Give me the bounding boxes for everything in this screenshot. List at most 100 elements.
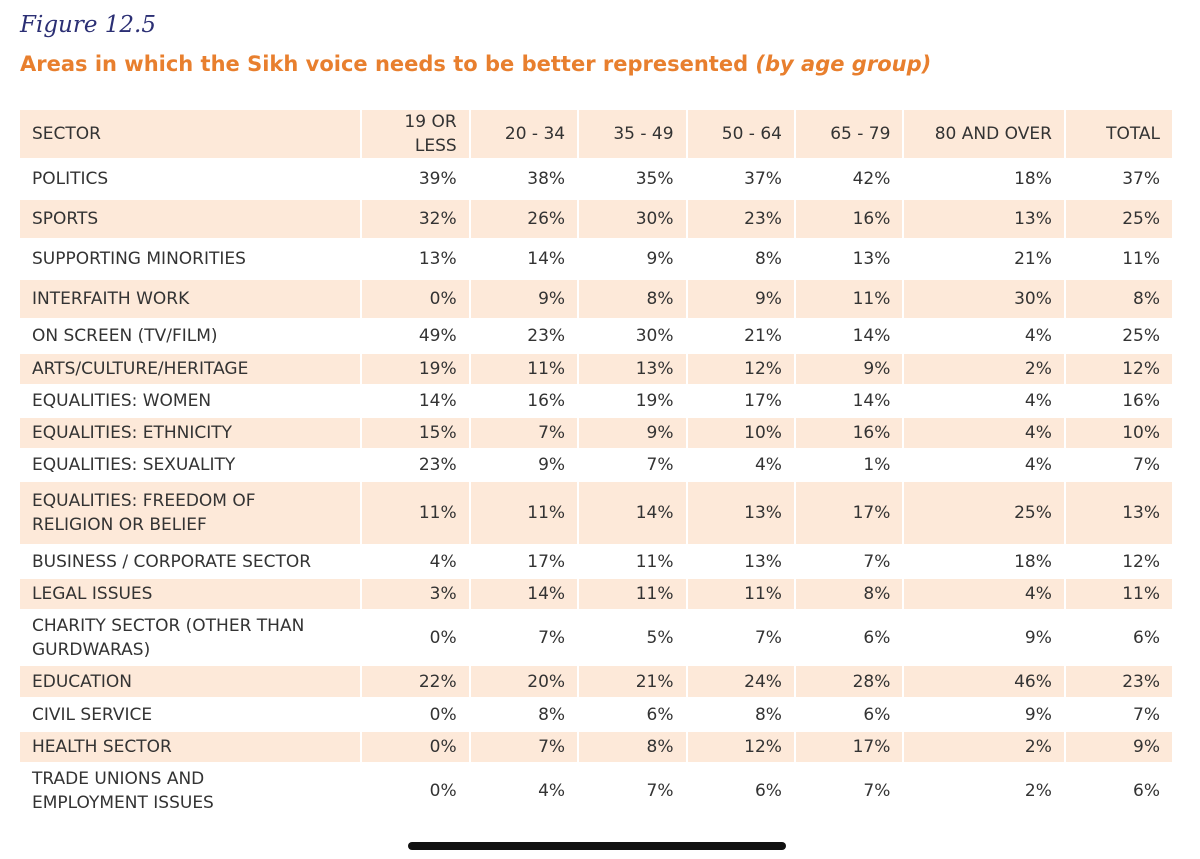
value-cell: 35% [579,160,688,200]
value-cell: 4% [904,418,1066,450]
value-cell: 4% [470,764,580,819]
value-cell: 11% [579,579,688,611]
value-cell: 13% [795,240,905,280]
table-row: CIVIL SERVICE 0% 8% 6% 8% 6% 9% 7% [20,699,1172,732]
value-cell: 21% [904,240,1066,280]
sector-label-line: TRADE UNIONS AND [32,768,205,789]
sector-cell: LEGAL ISSUES [20,579,363,611]
header-cell: 20 - 34 [470,110,580,160]
value-cell: 37% [687,160,796,200]
value-cell: 16% [470,386,580,418]
value-cell: 18% [904,546,1066,579]
value-cell: 2% [904,354,1066,386]
sector-cell: SPORTS [20,200,363,240]
value-cell: 8% [1065,280,1172,320]
value-cell: 9% [687,280,796,320]
value-cell: 23% [687,200,796,240]
figure-title-main: Areas in which the Sikh voice needs to b… [20,52,749,76]
value-cell: 16% [795,418,905,450]
value-cell: 37% [1065,160,1172,200]
value-cell: 6% [687,764,796,819]
value-cell: 11% [1065,240,1172,280]
value-cell: 8% [795,579,905,611]
value-cell: 4% [904,450,1066,482]
value-cell: 12% [1065,354,1172,386]
value-cell: 25% [1065,320,1172,354]
table-row: EQUALITIES: FREEDOM OF RELIGION OR BELIEF… [20,482,1172,546]
table-row: ARTS/CULTURE/HERITAGE 19% 11% 13% 12% 9% 2% 12% [20,354,1172,386]
value-cell: 17% [470,546,580,579]
table-row: LEGAL ISSUES 3% 14% 11% 11% 8% 4% 11% [20,579,1172,611]
value-cell: 4% [362,546,471,579]
table-row: CHARITY SECTOR (OTHER THAN GURDWARAS) 0% 7%… [20,611,1172,666]
value-cell: 11% [470,482,580,546]
value-cell: 14% [470,579,580,611]
value-cell: 13% [362,240,471,280]
value-cell: 0% [362,732,471,764]
value-cell: 12% [1065,546,1172,579]
header-cell: 80 AND OVER [904,110,1066,160]
value-cell: 14% [795,386,905,418]
value-cell: 7% [1065,699,1172,732]
value-cell: 21% [579,666,688,699]
value-cell: 7% [470,611,580,666]
table-row: BUSINESS / CORPORATE SECTOR 4% 17% 11% 13% 7%… [20,546,1172,579]
sector-label-line: RELIGION OR BELIEF [32,515,207,535]
value-cell: 25% [904,482,1066,546]
sector-cell: SUPPORTING MINORITIES [20,240,363,280]
table-row: ON SCREEN (TV/FILM) 49% 23% 30% 21% 14% 4% 25% [20,320,1172,354]
table-row: EDUCATION 22% 20% 21% 24% 28% 46% 23% [20,666,1172,699]
value-cell: 9% [795,354,905,386]
sector-cell: INTERFAITH WORK [20,280,363,320]
value-cell: 13% [687,482,796,546]
value-cell: 16% [795,200,905,240]
value-cell: 0% [362,764,471,819]
value-cell: 11% [362,482,471,546]
value-cell: 21% [687,320,796,354]
value-cell: 32% [362,200,471,240]
value-cell: 13% [1065,482,1172,546]
value-cell: 25% [1065,200,1172,240]
header-cell: 19 OR LESS [362,110,471,160]
value-cell: 9% [904,699,1066,732]
value-cell: 6% [1065,764,1172,819]
value-cell: 30% [579,320,688,354]
value-cell: 5% [579,611,688,666]
value-cell: 3% [362,579,471,611]
table-row: EQUALITIES: WOMEN 14% 16% 19% 17% 14% 4% 16% [20,386,1172,418]
header-cell: 65 - 79 [795,110,905,160]
value-cell: 30% [579,200,688,240]
value-cell: 6% [795,611,905,666]
value-cell: 9% [904,611,1066,666]
value-cell: 4% [904,386,1066,418]
value-cell: 7% [795,546,905,579]
sector-label-line: CHARITY SECTOR (OTHER THAN [32,615,305,636]
value-cell: 14% [795,320,905,354]
value-cell: 17% [795,732,905,764]
value-cell: 13% [904,200,1066,240]
sector-cell: CHARITY SECTOR (OTHER THAN GURDWARAS) [20,611,363,666]
value-cell: 11% [1065,579,1172,611]
sector-cell: EQUALITIES: FREEDOM OF RELIGION OR BELIEF [20,482,363,546]
value-cell: 28% [795,666,905,699]
value-cell: 7% [579,450,688,482]
sector-cell: HEALTH SECTOR [20,732,363,764]
value-cell: 0% [362,280,471,320]
value-cell: 46% [904,666,1066,699]
data-table: SECTOR 19 OR LESS 20 - 34 35 - 49 50 - 6… [20,110,1172,819]
value-cell: 0% [362,699,471,732]
sector-cell: EQUALITIES: WOMEN [20,386,363,418]
header-cell: SECTOR [20,110,363,160]
sector-label-line: EQUALITIES: FREEDOM OF [32,491,256,511]
value-cell: 17% [687,386,796,418]
value-cell: 19% [362,354,471,386]
value-cell: 4% [687,450,796,482]
value-cell: 26% [470,200,580,240]
value-cell: 7% [687,611,796,666]
value-cell: 23% [470,320,580,354]
value-cell: 19% [579,386,688,418]
table-row: SPORTS 32% 26% 30% 23% 16% 13% 25% [20,200,1172,240]
sector-cell: EQUALITIES: ETHNICITY [20,418,363,450]
value-cell: 9% [579,418,688,450]
sector-cell: ARTS/CULTURE/HERITAGE [20,354,363,386]
